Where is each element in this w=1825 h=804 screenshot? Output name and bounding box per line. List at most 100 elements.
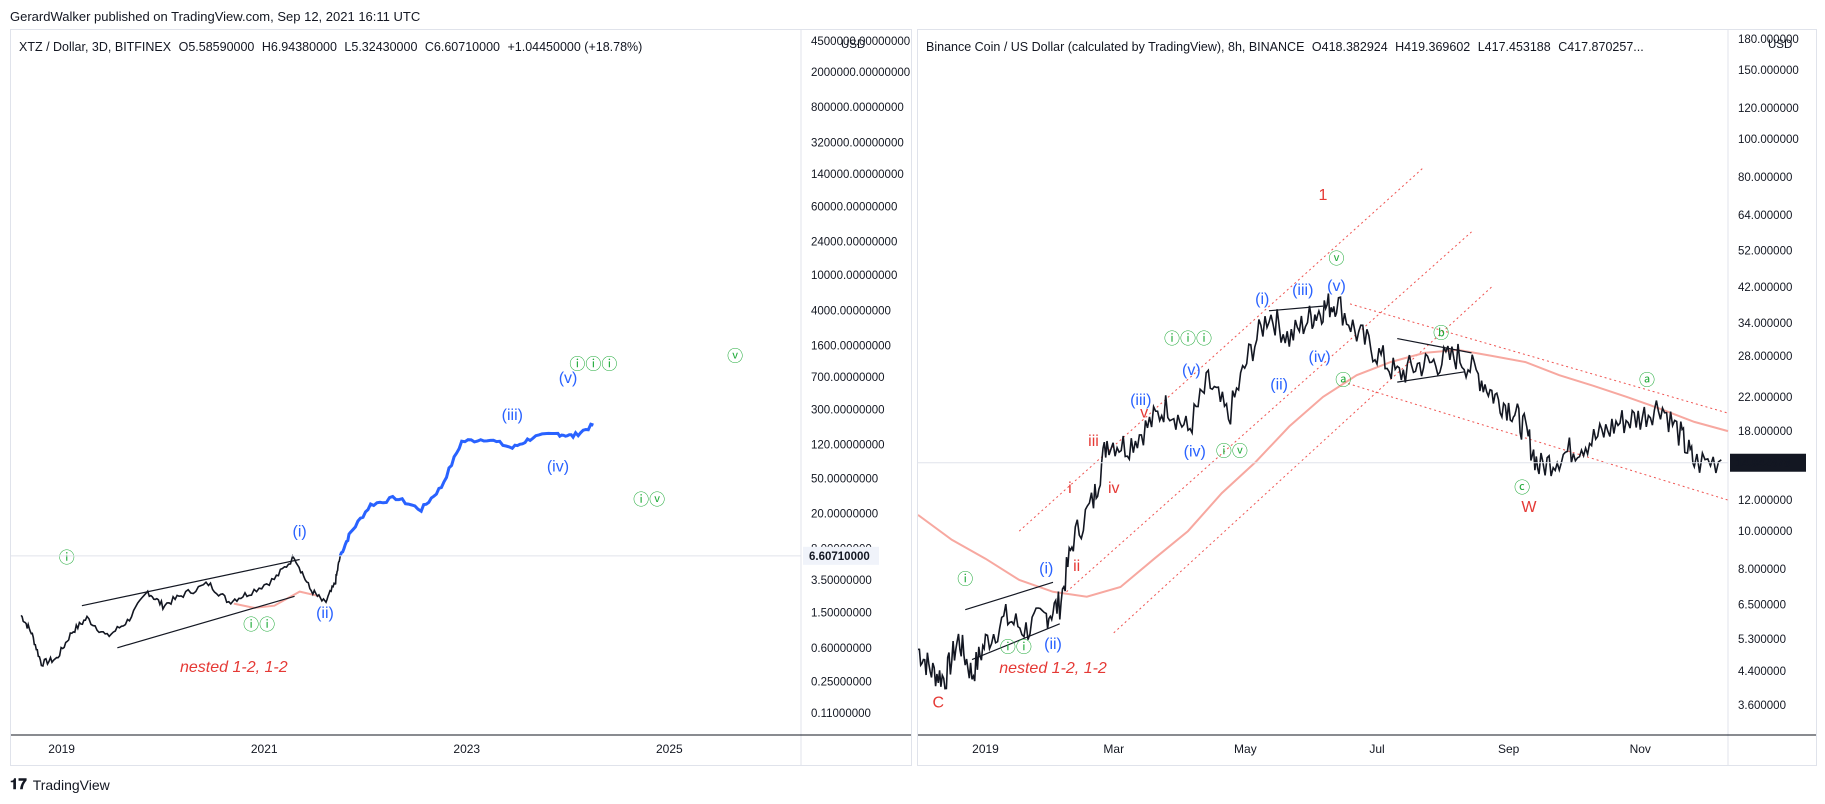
legend-symbol: Binance Coin / US Dollar (calculated by … [926, 40, 1305, 54]
bnb-x-tick-label: Sep [1498, 742, 1520, 756]
xtz-y-tick-label: 0.11000000 [811, 708, 871, 720]
xtz-wave-label: (ii) [316, 605, 334, 622]
xtz-moving-average [233, 590, 321, 609]
bnb-trendline [965, 581, 1054, 611]
bnb-y-tick-label: 10.000000 [1738, 526, 1792, 538]
bnb-chart-panel[interactable]: 180.000000 150.000000 120.000000 100.000000… [917, 29, 1817, 766]
bnb-chart[interactable]: 180.000000 150.000000 120.000000 100.000000… [918, 30, 1816, 765]
bnb-legend: Binance Coin / US Dollar (calculated by … [926, 40, 1648, 54]
xtz-y-tick-label: 4000.00000000 [811, 305, 891, 317]
bnb-y-tick-label: 42.000000 [1738, 282, 1792, 294]
bnb-last-price-label: 14.942878 [1736, 458, 1791, 470]
legend-change: +1.04450000 (+18.78%) [507, 40, 643, 54]
bnb-wave-label: (i) [1255, 291, 1269, 308]
bnb-wave-label: ii [1073, 558, 1080, 575]
bnb-wave-label: (iv) [1184, 444, 1206, 461]
bnb-channel-line [1349, 303, 1729, 414]
bnb-x-tick-label: Nov [1630, 742, 1651, 756]
xtz-wave-label: ⓘⓘⓘ [569, 356, 617, 374]
xtz-wave-label: ⓘⓥ [633, 491, 665, 509]
bnb-last-price-box [1730, 453, 1806, 472]
xtz-y-tick-label: 24000.00000000 [811, 237, 897, 249]
xtz-y-tick-label: 2000000.00000000 [811, 67, 910, 79]
bnb-wave-label: ⓘⓘⓘ [1164, 330, 1212, 348]
xtz-wave-label: ⓘⓘ [243, 616, 275, 634]
xtz-y-tick-label: 1.50000000 [811, 608, 872, 620]
xtz-x-tick-label: 2019 [48, 742, 75, 756]
bnb-x-tick-label: 2019 [972, 742, 999, 756]
bnb-wave-label: ⓒ [1514, 479, 1530, 497]
xtz-y-tick-label: 1600.00000000 [811, 340, 891, 352]
xtz-wave-label: (v) [559, 370, 578, 387]
bnb-y-tick-label: 80.000000 [1738, 172, 1792, 184]
xtz-chart[interactable]: 4500000.00000000 2000000.00000000 800000.0… [11, 30, 911, 765]
xtz-y-tick-label: 0.60000000 [811, 643, 872, 655]
xtz-last-price-box [803, 546, 879, 565]
xtz-x-tick-label: 2021 [251, 742, 278, 756]
bnb-y-tick-label: 4.400000 [1738, 666, 1786, 678]
bnb-y-tick-label: 180.000000 [1738, 34, 1799, 46]
bnb-wave-label: ⓥ [1328, 250, 1344, 268]
xtz-trendline [81, 558, 300, 607]
bnb-wave-label: ⓐ [1335, 372, 1351, 390]
bnb-y-tick-label: 3.600000 [1738, 700, 1786, 712]
xtz-y-tick-label: 20.00000000 [811, 508, 878, 520]
bnb-wave-label: (iii) [1292, 282, 1313, 299]
bnb-y-tick-label: 6.500000 [1738, 599, 1786, 611]
xtz-y-tick-label: 4500000.00000000 [811, 36, 910, 48]
bnb-wave-label: ⓘ [957, 571, 973, 589]
xtz-y-tick-label: 300.00000000 [811, 405, 885, 417]
bnb-y-tick-label: 64.000000 [1738, 210, 1792, 222]
bnb-wave-label: i [1068, 480, 1072, 497]
xtz-trendline [117, 595, 295, 649]
tradingview-brand: TradingView [32, 776, 110, 793]
legend-close: C417.870257... [1558, 40, 1644, 54]
xtz-y-tick-label: 0.25000000 [811, 676, 872, 688]
bnb-x-tick-label: Mar [1103, 742, 1124, 756]
xtz-wave-label: ⓥ [727, 348, 743, 366]
bnb-y-tick-label: 22.000000 [1738, 392, 1792, 404]
xtz-wave-label: ⓘ [59, 549, 75, 567]
xtz-y-tick-label: 800000.00000000 [811, 102, 904, 114]
tradingview-logo-icon: 𝟏𝟕 [10, 776, 27, 793]
xtz-last-price-label: 6.60710000 [809, 551, 870, 563]
bnb-annotation: nested 1-2, 1-2 [999, 660, 1107, 677]
bnb-y-tick-label: 120.000000 [1738, 103, 1799, 115]
xtz-wave-label: (i) [293, 523, 307, 540]
bnb-wave-label: ⓑ [1433, 325, 1449, 343]
bnb-y-tick-label: 150.000000 [1738, 65, 1799, 77]
bnb-channel-line [1113, 286, 1493, 634]
xtz-price-series [20, 554, 341, 668]
xtz-y-tick-label: 700.00000000 [811, 372, 885, 384]
publish-caption: GerardWalker published on TradingView.co… [10, 9, 421, 24]
bnb-y-tick-label: 28.000000 [1738, 351, 1792, 363]
bnb-wave-label: v [1140, 404, 1148, 421]
bnb-y-tick-label: 34.000000 [1738, 318, 1792, 330]
bnb-y-tick-label: 100.000000 [1738, 134, 1799, 146]
bnb-y-tick-label: 5.300000 [1738, 634, 1786, 646]
bnb-wave-label: (v) [1327, 278, 1346, 295]
bnb-moving-average [918, 348, 1729, 598]
tradingview-footer[interactable]: 𝟏𝟕 TradingView [10, 776, 110, 793]
legend-close: C6.60710000 [424, 40, 500, 54]
bnb-trendline [971, 623, 1060, 661]
xtz-projection-series [338, 422, 594, 557]
bnb-wave-label: (v) [1182, 362, 1201, 379]
xtz-legend: XTZ / Dollar, 3D, BITFINEX O5.58590000 H… [19, 40, 646, 54]
bnb-wave-label: (i) [1039, 560, 1053, 577]
bnb-y-tick-label: 52.000000 [1738, 246, 1792, 258]
legend-open: O418.382924 [1311, 40, 1388, 54]
legend-open: O5.58590000 [178, 40, 255, 54]
bnb-wave-label: iv [1108, 480, 1120, 497]
xtz-chart-panel[interactable]: 4500000.00000000 2000000.00000000 800000.0… [10, 29, 912, 766]
bnb-wave-label: (ii) [1044, 636, 1062, 653]
bnb-wave-label: C [932, 694, 944, 711]
bnb-y-tick-label: 8.000000 [1738, 564, 1786, 576]
xtz-annotation: nested 1-2, 1-2 [180, 659, 288, 676]
bnb-wave-label: W [1521, 499, 1537, 516]
xtz-y-tick-label: 120.00000000 [811, 440, 885, 452]
bnb-wave-label: (ii) [1270, 376, 1288, 393]
bnb-channel-line [1066, 231, 1472, 593]
legend-symbol: XTZ / Dollar, 3D, BITFINEX [19, 40, 172, 54]
